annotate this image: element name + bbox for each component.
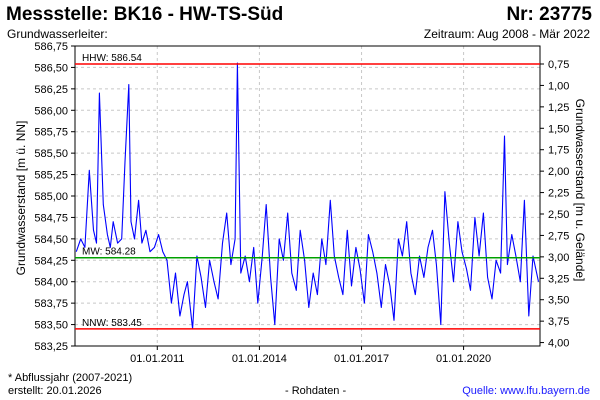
x-axis: 01.01.2011 01.01.2014 01.01.2017 01.01.2020: [130, 346, 491, 365]
y-right-tick-label: 1,00: [548, 80, 569, 92]
aquifer-label: Grundwasserleiter:: [7, 27, 108, 41]
y-tick-label: 585,25: [34, 170, 68, 182]
y-right-tick-label: 0,75: [548, 59, 569, 71]
y-tick-label: 584,00: [34, 277, 68, 289]
y-tick-label: 586,25: [34, 84, 68, 96]
raw-data-label: - Rohdaten -: [285, 385, 347, 397]
y-right-tick-label: 3,75: [548, 316, 569, 328]
y-right-tick-label: 2,50: [548, 209, 569, 221]
reference-line-label: MW: 584.28: [82, 247, 136, 258]
y-tick-label: 584,25: [34, 255, 68, 267]
x-tick-label: 01.01.2011: [130, 353, 184, 365]
y-right-tick-label: 2,00: [548, 166, 569, 178]
y-right-tick-label: 3,25: [548, 273, 569, 285]
y-axis-right: 0,75 1,00 1,25 1,50 1,75 2,00 2,25 2,50 2,75 3,00…: [540, 59, 569, 350]
grid: [75, 46, 540, 346]
y-tick-label: 585,75: [34, 127, 68, 139]
y-axis-left-label: Grundwasserstand [m ü. NN]: [14, 121, 28, 276]
y-tick-label: 585,50: [34, 148, 68, 160]
y-right-tick-label: 4,00: [548, 338, 569, 350]
reference-lines: HHW: 586.54 MW: 584.28 NNW: 583.45: [75, 53, 540, 330]
y-right-tick-label: 2,75: [548, 230, 569, 242]
y-tick-label: 584,75: [34, 212, 68, 224]
hydrological-year-note: * Abflussjahr (2007-2021): [8, 372, 133, 384]
series-layer: [75, 62, 540, 330]
reference-line-label: HHW: 586.54: [82, 53, 142, 64]
y-tick-label: 584,50: [34, 234, 68, 246]
plot-frame: [74, 45, 541, 347]
y-right-tick-label: 3,00: [548, 252, 569, 264]
x-tick-label: 01.01.2017: [334, 353, 389, 365]
y-tick-label: 583,75: [34, 298, 68, 310]
reference-line-label: NNW: 583.45: [82, 318, 142, 329]
y-tick-label: 585,00: [34, 191, 68, 203]
x-tick-label: 01.01.2020: [436, 353, 491, 365]
y-tick-label: 586,00: [34, 105, 68, 117]
y-right-tick-label: 1,50: [548, 123, 569, 135]
station-number: Nr: 23775: [506, 4, 592, 25]
x-tick-label: 01.01.2014: [232, 353, 287, 365]
created-date: erstellt: 20.01.2026: [8, 385, 102, 397]
y-axis-right-label: Grundwasserstand [m u. Gelände]: [573, 99, 587, 282]
y-right-tick-label: 3,50: [548, 295, 569, 307]
y-right-tick-label: 1,25: [548, 102, 569, 114]
y-tick-label: 586,50: [34, 62, 68, 74]
y-right-tick-label: 2,25: [548, 188, 569, 200]
source-link[interactable]: Quelle: www.lfu.bayern.de: [462, 385, 590, 397]
period-label: Zeitraum: Aug 2008 - Mär 2022: [423, 27, 590, 41]
y-right-tick-label: 1,75: [548, 145, 569, 157]
y-tick-label: 583,25: [34, 341, 68, 353]
series-line-0: [75, 62, 540, 330]
station-title: Messstelle: BK16 - HW-TS-Süd: [6, 4, 284, 25]
y-tick-label: 583,50: [34, 320, 68, 332]
y-tick-label: 586,75: [34, 41, 68, 53]
y-axis-left: 586,75 586,50 586,25 586,00 585,75 585,50 585,…: [34, 41, 75, 353]
